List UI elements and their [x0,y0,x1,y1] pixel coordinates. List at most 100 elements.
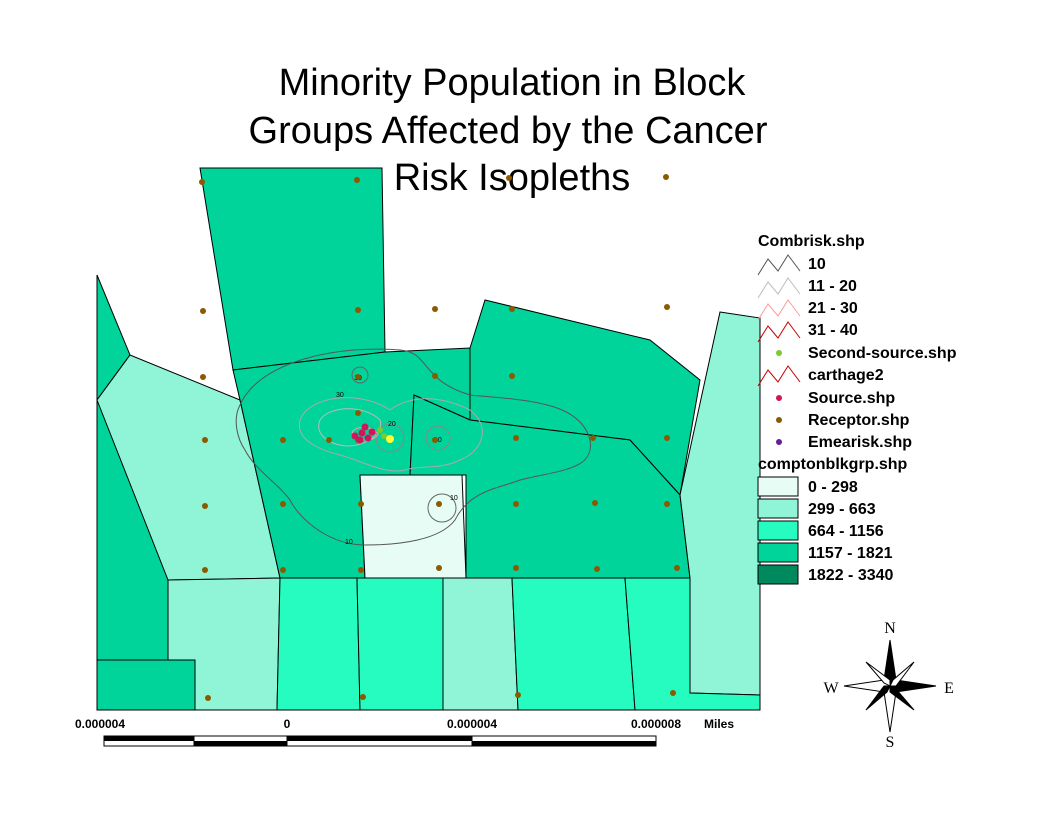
receptor-point [432,437,438,443]
legend-receptor-label: Receptor.shp [808,412,910,429]
receptor-points-layer [199,174,680,701]
isopleth-label-20: 20 [388,421,396,428]
legend-blockgroup-label-5: 1822 - 3340 [808,567,894,584]
legend-combrisk-heading: Combrisk.shp [758,233,865,250]
blockgroup-southwest [96,659,196,711]
isopleth-label-10c: 10 [450,495,458,502]
legend-line-swatch [757,299,801,321]
receptor-point [202,503,208,509]
scale-bar: 0.000004 0 0.000004 0.000008 Miles [75,717,734,747]
legend-combrisk-label-3: 21 - 30 [808,300,858,317]
legend-receptor-item: Receptor.shp [776,412,910,429]
scale-units: Miles [704,717,734,731]
legend-emearisk-label: Emearisk.shp [808,434,912,451]
source-dot-icon [776,395,782,401]
receptor-point [670,690,676,696]
blockgroup-south-5 [511,577,636,711]
legend-combrisk-item-3: 21 - 30 [757,299,858,321]
legend-combrisk-item-4: 31 - 40 [757,321,858,343]
scale-segment [472,741,656,746]
scale-segment [104,736,194,741]
source-point [364,434,372,442]
source-point [356,436,364,444]
receptor-point [280,437,286,443]
blockgroup-north [199,167,386,371]
receptor-point [513,565,519,571]
receptor-point [358,567,364,573]
legend-second-source-item: Second-source.shp [776,345,957,362]
receptor-point [280,567,286,573]
receptor-point [515,692,521,698]
blockgroup-south-3 [356,577,444,711]
receptor-point [432,306,438,312]
receptor-point [513,501,519,507]
legend-combrisk-item-2: 11 - 20 [757,277,857,299]
map-legend: Combrisk.shp 10 11 - 20 21 - 30 31 - 40 … [757,233,957,585]
receptor-point [664,304,670,310]
legend-fill-swatch [757,542,799,563]
legend-line-swatch [757,277,801,299]
legend-line-swatch [757,254,801,276]
legend-combrisk-label-2: 11 - 20 [808,278,857,295]
emission-point [386,435,394,443]
legend-blockgroup-label-2: 299 - 663 [808,501,876,518]
receptor-point [199,179,205,185]
receptor-point [432,373,438,379]
isopleth-center-ring [375,423,405,453]
receptor-point [509,306,515,312]
legend-second-source-label: Second-source.shp [808,345,957,362]
scale-segment [287,736,472,741]
receptor-point [358,501,364,507]
legend-source-item: Source.shp [776,390,895,407]
receptor-point [200,308,206,314]
receptor-point [326,437,332,443]
receptor-point [280,501,286,507]
source-point [361,423,369,431]
isopleth-10-outer [235,348,591,546]
blockgroup-east-light [679,311,761,696]
isopleth-20 [298,397,483,472]
scale-label-4: 0.000008 [631,717,681,731]
blockgroup-center-lightest [359,474,467,579]
receptor-point [664,435,670,441]
title-line-1: Minority Population in Block [279,62,747,104]
receptor-point [436,501,442,507]
receptor-point [355,374,361,380]
legend-blockgroup-class-4: 1157 - 1821 [757,542,893,563]
legend-blockgroup-class-5: 1822 - 3340 [757,564,894,585]
isopleth-ring-south [427,493,457,523]
blockgroup-south-4 [442,577,519,711]
blockgroup-south-2 [276,577,361,711]
source-point [358,429,366,437]
scale-segment [194,741,287,746]
compass-w-label: W [823,680,839,697]
source-points-layer [351,423,394,444]
legend-blockgroup-class-1: 0 - 298 [757,476,858,497]
receptor-point [355,410,361,416]
legend-combrisk-label-4: 31 - 40 [808,322,858,339]
block-groups-layer [96,167,761,711]
receptor-point [674,565,680,571]
receptor-point [436,565,442,571]
second-source-point [381,433,387,439]
legend-emearisk-item: Emearisk.shp [776,434,912,451]
legend-fill-swatch [757,520,799,541]
legend-combrisk-item-1: 10 [757,254,826,276]
receptor-point [592,500,598,506]
receptor-point [506,175,512,181]
receptor-point [200,374,206,380]
receptor-point [590,435,596,441]
receptor-point [360,694,366,700]
scale-label-2: 0 [284,717,291,731]
legend-fill-swatch [757,498,799,519]
north-arrow: N S E W [823,620,953,751]
compass-rose-icon [843,639,937,733]
legend-blockgroup-label-4: 1157 - 1821 [808,545,893,562]
legend-source-label: Source.shp [808,390,895,407]
receptor-point [202,437,208,443]
isopleth-label-30: 30 [336,392,344,399]
receptor-point [594,566,600,572]
compass-e-label: E [944,680,954,697]
scale-label-1: 0.000004 [75,717,125,731]
map-title: Minority Population in Block Groups Affe… [249,62,768,199]
